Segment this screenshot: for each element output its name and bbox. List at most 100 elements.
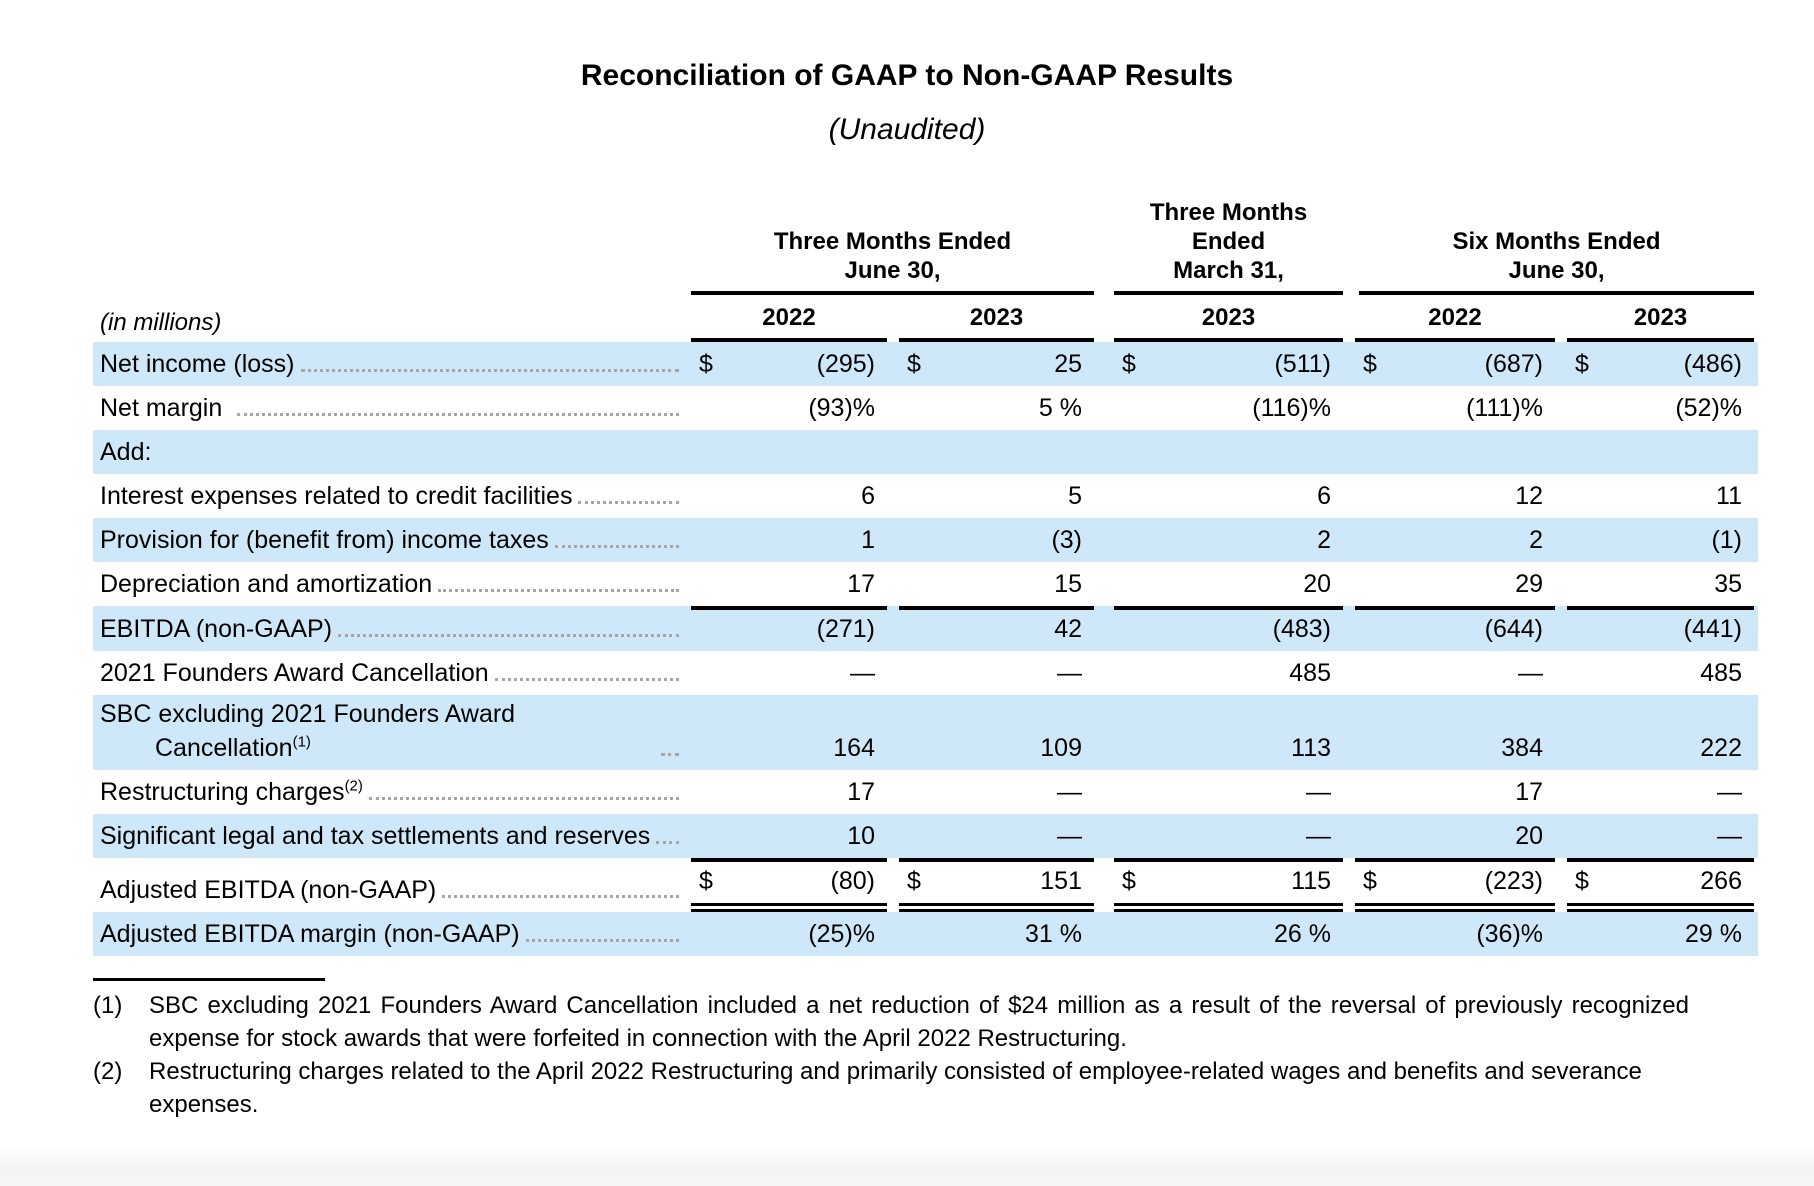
year-header: 2023 [1567,295,1754,342]
value-cell: — [1567,770,1754,814]
leader-dots [661,753,679,756]
value-cell: 2 [1355,518,1555,562]
cell-value: 20 [1515,822,1543,850]
footnote-reference: (1) [292,733,311,751]
value-cell: 26 % [1114,912,1343,956]
leader-dots [494,678,679,681]
value-cell: — [1114,770,1343,814]
row-label-cell: Net income (loss) [93,342,683,386]
cell-value: 115 [1291,867,1331,895]
value-cell: — [1355,651,1555,695]
value-cell [1567,430,1754,474]
value-cell: — [899,770,1094,814]
value-cell: (36)% [1355,912,1555,956]
row-label: Add: [100,435,155,469]
value-cell [1355,430,1555,474]
value-cell: 17 [691,770,887,814]
footnote-reference: (2) [344,777,363,795]
value-cell: $ (687) [1355,342,1555,386]
value-cell: 1 [691,518,887,562]
table-row: Net margin (93)% 5 % (116)% (111)% (52)% [93,386,1758,430]
value-cell: 15 [899,562,1094,606]
row-label-text: SBC excluding 2021 Founders Award Cancel… [100,700,516,762]
value-cell: 222 [1567,695,1754,770]
row-label: Significant legal and tax settlements an… [100,819,650,853]
cell-value: 5 % [1038,394,1082,422]
row-label-cell: 2021 Founders Award Cancellation [93,651,683,695]
cell-value: 25 [1054,350,1082,378]
value-cell: 42 [899,606,1094,651]
leader-dots [442,895,679,898]
footnote-text: Restructuring charges related to the Apr… [149,1058,1642,1118]
footnote-separator [93,978,325,981]
value-cell: — [1114,814,1343,858]
page-subtitle: (Unaudited) [828,113,986,146]
footnote-marker: (1) [93,992,123,1019]
leader-dots [578,501,679,504]
value-cell: — [1567,814,1754,858]
value-cell: (483) [1114,606,1343,651]
units-note: (in millions) [100,309,222,336]
value-cell: 11 [1567,474,1754,518]
value-cell: $266 [1567,858,1754,912]
value-cell: $115 [1114,858,1343,912]
value-cell [899,430,1094,474]
leader-dots [237,413,679,416]
value-cell: (441) [1567,606,1754,651]
cell-value: 42 [1054,615,1082,643]
cell-value: — [1057,659,1082,687]
cell-value: 109 [1040,734,1082,762]
value-cell: 485 [1114,651,1343,695]
value-cell: (271) [691,606,887,651]
value-cell: $151 [899,858,1094,912]
footnote-text: SBC excluding 2021 Founders Award Cancel… [149,992,1689,1052]
cell-value: 17 [847,570,875,598]
value-cell: 109 [899,695,1094,770]
page-title: Reconciliation of GAAP to Non-GAAP Resul… [580,59,1234,92]
row-label-text: Provision for (benefit from) income taxe… [100,526,549,554]
currency-symbol: $ [1363,350,1377,378]
leader-dots [368,797,679,800]
row-label: Interest expenses related to credit faci… [100,479,572,513]
footnote-2: (2) Restructuring charges related to the… [93,1055,1814,1121]
currency-symbol: $ [699,350,713,378]
row-label-cell: EBITDA (non-GAAP) [93,606,683,651]
footnote-marker: (2) [93,1058,123,1085]
table-row: Depreciation and amortization 17 15 20 29 35 [93,562,1758,606]
row-label-cell: Significant legal and tax settlements an… [93,814,683,858]
cell-value: 266 [1700,867,1742,895]
cell-value: (687) [1484,350,1543,378]
value-cell [1114,430,1343,474]
row-label: Net income (loss) [100,347,295,381]
cell-value: (271) [816,615,875,643]
value-cell: 485 [1567,651,1754,695]
row-label-cell: Net margin [93,386,683,430]
cell-value: — [1057,778,1082,806]
year-header: 2023 [1114,295,1343,342]
value-cell: (644) [1355,606,1555,651]
currency-symbol: $ [1122,867,1136,895]
table-row: Net income (loss) $ (295) $25 $ (511) $ (687) $(… [93,342,1758,386]
row-label-text: Restructuring charges [100,778,345,806]
cell-value: (295) [816,350,875,378]
cell-value: 151 [1040,867,1082,895]
cell-value: — [1518,659,1543,687]
cell-value: (3) [1051,526,1082,554]
value-cell: $25 [899,342,1094,386]
row-label-cell: SBC excluding 2021 Founders Award Cancel… [93,695,683,770]
cell-value: — [850,659,875,687]
cell-value: (483) [1272,615,1331,643]
currency-symbol: $ [1575,350,1589,378]
currency-symbol: $ [1575,867,1589,895]
row-label-cell: Depreciation and amortization [93,562,683,606]
row-label-text: Adjusted EBITDA margin (non-GAAP) [100,920,520,948]
cell-value: 10 [847,822,875,850]
row-label-cell: Adjusted EBITDA (non-GAAP) [93,858,683,912]
cell-value: (1) [1711,526,1742,554]
cell-value: 164 [833,734,875,762]
value-cell: $ (295) [691,342,887,386]
value-cell: 10 [691,814,887,858]
value-cell: 384 [1355,695,1555,770]
cell-value: 2 [1529,526,1543,554]
table-row: SBC excluding 2021 Founders Award Cancel… [93,695,1758,770]
